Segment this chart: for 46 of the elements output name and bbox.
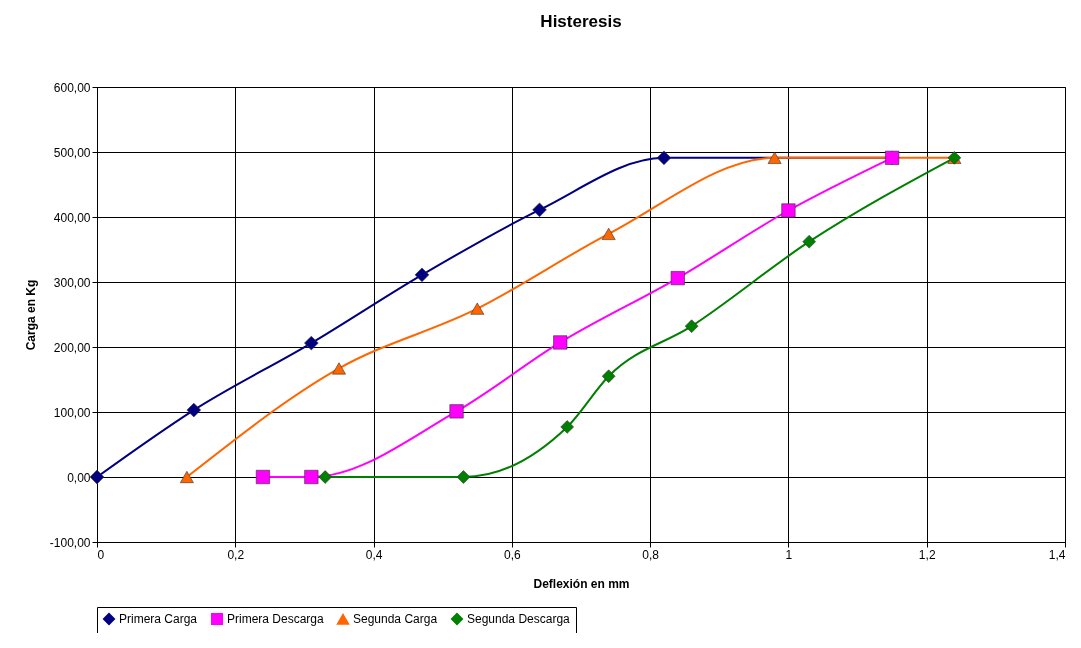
y-tick-label: -100,00 bbox=[49, 535, 91, 550]
point bbox=[767, 151, 782, 164]
point bbox=[601, 369, 616, 383]
legend-label: Segunda Carga bbox=[353, 612, 438, 627]
x-tick-label: 1,2 bbox=[918, 547, 936, 562]
y-tick-label: 0,00 bbox=[67, 470, 91, 485]
point bbox=[186, 402, 201, 418]
point bbox=[532, 202, 547, 218]
point bbox=[414, 267, 430, 283]
point bbox=[180, 471, 194, 483]
point bbox=[470, 302, 485, 315]
point bbox=[553, 335, 568, 350]
point bbox=[89, 469, 105, 485]
x-tick-label: 1,4 bbox=[1048, 547, 1066, 562]
legend-label: Primera Descarga bbox=[227, 612, 325, 626]
x-tick-label: 0,4 bbox=[365, 547, 383, 562]
x-tick-label: 0,6 bbox=[504, 547, 522, 562]
y-tick-label: 400,00 bbox=[53, 210, 91, 225]
y-axis-title: Carga en Kg bbox=[23, 279, 38, 351]
y-tick-label: 100,00 bbox=[53, 405, 91, 420]
x-tick-label: 0,8 bbox=[642, 547, 660, 562]
y-tick-label: 300,00 bbox=[53, 275, 91, 290]
y-tick-label: 200,00 bbox=[53, 340, 91, 355]
point bbox=[670, 271, 685, 286]
point bbox=[781, 203, 796, 218]
y-tick-label: 500,00 bbox=[53, 145, 91, 160]
x-axis-title: Deflexión en mm bbox=[533, 576, 630, 591]
point bbox=[332, 362, 346, 375]
x-tick-label: 1 bbox=[785, 547, 793, 562]
point bbox=[456, 470, 471, 484]
point bbox=[255, 469, 270, 485]
y-tick-label: 600,00 bbox=[53, 80, 91, 95]
legend-label: Primera Carga bbox=[119, 612, 198, 626]
point bbox=[802, 234, 816, 249]
point bbox=[656, 150, 672, 166]
point bbox=[318, 470, 332, 484]
point bbox=[560, 420, 574, 434]
chart-title: Histeresis bbox=[540, 12, 622, 31]
point bbox=[304, 469, 319, 485]
x-tick-label: 0,2 bbox=[227, 547, 245, 562]
x-tick-label: 0 bbox=[97, 547, 105, 562]
legend-label: Segunda Descarga bbox=[467, 612, 571, 626]
point bbox=[449, 404, 464, 419]
point bbox=[304, 335, 319, 351]
point bbox=[601, 227, 616, 240]
point bbox=[684, 319, 699, 333]
